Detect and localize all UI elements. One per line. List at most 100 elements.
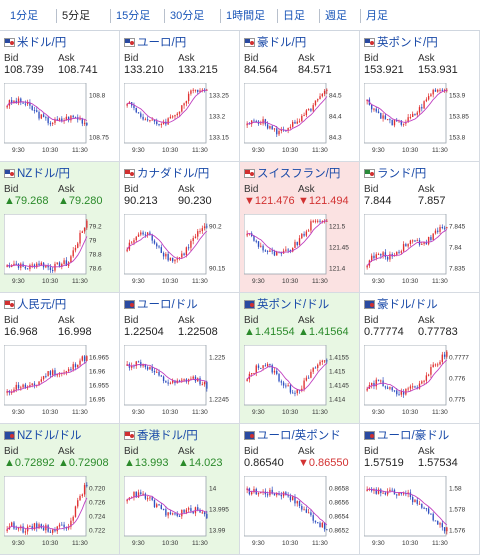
candlestick-chart[interactable]: 84.5 84.4 84.3 9:30 10:30 11:30 [244,83,356,155]
candle-body [70,369,72,371]
currency-panel[interactable]: ユーロ/円 Bid Ask 133.210 133.215 133.25 133.2 133.… [120,31,240,162]
candle-body [81,118,83,124]
candle-body [389,254,391,260]
pair-link[interactable]: NZドル/円 [4,166,70,182]
pair-link[interactable]: ランド/円 [364,166,426,182]
pair-link[interactable]: ユーロ/円 [124,35,186,51]
candle-body [298,501,301,506]
candle-body [314,220,317,222]
pair-link[interactable]: 米ドル/円 [4,35,66,51]
candle-body [203,382,206,385]
candlestick-chart[interactable]: 14 13.995 13.99 9:30 10:30 11:30 [124,476,236,548]
tab-separator [319,9,320,23]
tab-1時間足[interactable]: 1時間足 [226,10,266,22]
pair-name: ユーロ/英ポンド [257,430,341,442]
ask-label: Ask [418,315,435,326]
currency-panel[interactable]: ユーロ/英ポンド Bid Ask 0.86540 ▼0.86550 0.8658 0.865… [240,424,360,555]
pair-link[interactable]: NZドル/ドル [4,428,82,444]
candle-body [133,240,135,243]
candle-body [396,119,398,122]
currency-panel[interactable]: カナダドル/円 Bid Ask 90.213 90.230 90.2 90.15 9:30 10… [120,162,240,293]
candle-body [81,356,83,361]
currency-panel[interactable]: 米ドル/円 Bid Ask 108.739 108.741 108.8 108.75 9:30… [0,31,120,162]
pair-link[interactable]: 人民元/円 [4,297,66,313]
x-tick-label: 11:30 [72,278,88,285]
bid-label: Bid [244,446,259,457]
candlestick-chart[interactable]: 108.8 108.75 9:30 10:30 11:30 [4,83,116,155]
candlestick-chart[interactable]: 90.2 90.15 9:30 10:30 11:30 [124,214,236,286]
tab-週足[interactable]: 週足 [325,10,347,22]
candlestick-chart[interactable]: 0.7777 0.776 0.775 9:30 10:30 11:30 [364,345,476,417]
y-tick-label: 0.724 [89,514,106,521]
currency-panel[interactable]: ユーロ/ドル Bid Ask 1.22504 1.22508 1.225 1.2245 9:3… [120,293,240,424]
candle-body [146,498,149,500]
candle-body [17,528,20,530]
candlestick-chart[interactable]: 7.845 7.84 7.835 9:30 10:30 11:30 [364,214,476,286]
x-tick-label: 9:30 [252,409,265,416]
candlestick-chart[interactable]: 16.965 16.96 16.955 16.95 9:30 10:30 11:30 [4,345,116,417]
currency-panel[interactable]: 英ポンド/円 Bid Ask 153.921 153.931 153.9 153.85 153… [360,31,480,162]
candle-body [289,126,292,129]
candlestick-chart[interactable]: 1.4155 1.415 1.4145 1.414 9:30 10:30 11:30 [244,345,356,417]
currency-panel[interactable]: 人民元/円 Bid Ask 16.968 16.998 16.965 16.96 16.955… [0,293,120,424]
pair-link[interactable]: ユーロ/豪ドル [364,428,449,444]
tab-15分足[interactable]: 15分足 [116,10,151,22]
moving-average-line [6,497,88,531]
candle-body [187,247,190,249]
candle-body [393,390,396,392]
candlestick-chart[interactable]: 79.2 79 78.8 78.6 9:30 10:30 11:30 [4,214,116,286]
pair-link[interactable]: スイスフラン/円 [244,166,340,182]
candlestick-chart[interactable]: 0.8658 0.8656 0.8654 0.8652 9:30 10:30 11:30 [244,476,356,548]
candle-body [323,90,326,94]
candlestick-chart[interactable]: 153.9 153.85 153.8 9:30 10:30 11:30 [364,83,476,155]
pair-link[interactable]: ユーロ/英ポンド [244,428,341,444]
currency-panel[interactable]: ユーロ/豪ドル Bid Ask 1.57519 1.57534 1.58 1.578 1.57… [360,424,480,555]
candle-body [271,365,273,373]
x-tick-label: 9:30 [12,540,25,547]
pair-link[interactable]: カナダドル/円 [124,166,209,182]
pair-link[interactable]: 香港ドル/円 [124,428,198,444]
tab-日足[interactable]: 日足 [283,10,305,22]
candle-body [262,119,264,124]
candle-body [167,118,169,125]
currency-panel[interactable]: 豪ドル/円 Bid Ask 84.564 84.571 84.5 84.4 84.3 9:30 1… [240,31,360,162]
currency-panel[interactable]: 香港ドル/円 Bid Ask ▲13.993 ▲14.023 14 13.995 13.99 9… [120,424,240,555]
pair-link[interactable]: ユーロ/ドル [124,297,198,313]
candle-body [158,371,160,376]
candle-body [412,386,414,388]
candlestick-chart[interactable]: 121.5 121.45 121.4 9:30 10:30 11:30 [244,214,356,286]
candle-body [70,115,72,121]
pair-link[interactable]: 英ポンド/円 [364,35,438,51]
pair-link[interactable]: 英ポンド/ドル [244,297,329,313]
candle-body [377,111,380,114]
candle-body [260,245,262,247]
currency-panel[interactable]: ランド/円 Bid Ask 7.844 7.857 7.845 7.84 7.835 9:30 1… [360,162,480,293]
ask-label: Ask [178,446,195,457]
candle-body [443,354,446,357]
tab-1分足[interactable]: 1分足 [10,10,39,22]
candlestick-chart[interactable]: 0.720 0.726 0.724 0.722 9:30 10:30 11:30 [4,476,116,548]
x-tick-label: 10:30 [162,147,179,154]
pair-link[interactable]: 豪ドル/円 [244,35,306,51]
candlestick-chart[interactable]: 1.58 1.578 1.576 9:30 10:30 11:30 [364,476,476,548]
tab-30分足[interactable]: 30分足 [170,10,205,22]
candle-body [67,526,70,529]
chart-plot-area [124,83,207,144]
candle-body [319,96,321,100]
pair-link[interactable]: 豪ドル/ドル [364,297,438,313]
candle-body [17,98,20,104]
currency-panel[interactable]: 豪ドル/ドル Bid Ask 0.77774 0.77783 0.7777 0.776 0.7… [360,293,480,424]
tab-月足[interactable]: 月足 [366,10,388,22]
x-tick-label: 10:30 [282,540,299,547]
currency-panel[interactable]: NZドル/円 Bid Ask ▲79.268 ▲79.280 79.2 79 78.8 78.6… [0,162,120,293]
candle-body [74,247,77,251]
tab-5分足[interactable]: 5分足 [62,10,91,22]
currency-panel[interactable]: 英ポンド/ドル Bid Ask ▲1.41554 ▲1.41564 1.4155 1.415… [240,293,360,424]
candle-body [65,116,68,121]
currency-panel[interactable]: NZドル/ドル Bid Ask ▲0.72892 ▲0.72908 0.720 0.726 0… [0,424,120,555]
candlestick-chart[interactable]: 133.25 133.2 133.15 9:30 10:30 11:30 [124,83,236,155]
ask-value: ▲79.280 [58,195,103,207]
currency-panel[interactable]: スイスフラン/円 Bid Ask ▼121.476 ▼121.494 121.5 121.4… [240,162,360,293]
candle-body [11,100,13,104]
candlestick-chart[interactable]: 1.225 1.2245 9:30 10:30 11:30 [124,345,236,417]
